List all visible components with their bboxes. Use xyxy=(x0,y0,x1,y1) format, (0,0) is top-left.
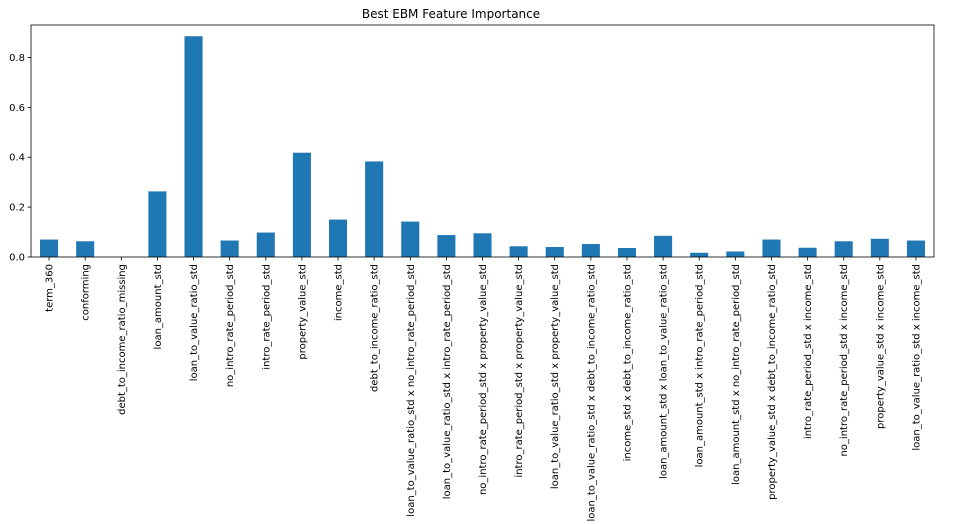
bar-19 xyxy=(726,251,745,257)
bar-12 xyxy=(473,233,492,257)
bars-group xyxy=(40,36,925,258)
bar-1 xyxy=(76,241,95,257)
x-tick-label-12: no_intro_rate_period_std x property_valu… xyxy=(478,264,489,495)
x-tick-label-8: income_std xyxy=(334,264,345,321)
x-tick-label-23: property_value_std x income_std xyxy=(875,264,886,429)
y-tick-label-2: 0.4 xyxy=(9,153,25,164)
bar-21 xyxy=(798,247,817,257)
bar-6 xyxy=(256,232,275,257)
x-tick-label-13: intro_rate_period_std x property_value_s… xyxy=(514,264,525,478)
bar-4 xyxy=(184,36,203,258)
bar-5 xyxy=(220,240,239,257)
bar-8 xyxy=(328,219,348,257)
chart-title: Best EBM Feature Importance xyxy=(362,7,540,21)
x-tick-label-21: intro_rate_period_std x income_std xyxy=(803,264,814,439)
y-tick-label-3: 0.6 xyxy=(9,103,25,114)
x-tick-label-10: loan_to_value_ratio_std x no_intro_rate_… xyxy=(406,264,417,517)
bar-7 xyxy=(292,152,311,257)
x-tick-label-16: income_std x debt_to_income_ratio_std xyxy=(622,264,633,461)
x-tick-label-1: conforming xyxy=(81,264,92,321)
bar-9 xyxy=(365,161,384,257)
y-tick-label-1: 0.2 xyxy=(9,203,25,214)
x-tick-label-22: no_intro_rate_period_std x income_std xyxy=(839,264,850,457)
x-tick-label-3: loan_amount_std xyxy=(153,264,164,349)
x-tick-label-24: loan_to_value_ratio_std x income_std xyxy=(911,264,922,451)
bar-20 xyxy=(762,239,781,257)
x-tick-label-15: loan_to_value_ratio_std x debt_to_income… xyxy=(586,264,597,522)
x-tick-label-2: debt_to_income_ratio_missing xyxy=(117,264,128,415)
y-tick-label-4: 0.8 xyxy=(9,53,25,64)
bar-23 xyxy=(870,238,889,257)
x-tick-label-5: no_intro_rate_period_std xyxy=(225,264,236,387)
bar-24 xyxy=(906,240,925,257)
x-tick-label-11: loan_to_value_ratio_std x intro_rate_per… xyxy=(442,264,453,499)
bar-15 xyxy=(581,244,600,257)
x-tick-label-4: loan_to_value_ratio_std xyxy=(189,264,200,381)
bar-17 xyxy=(654,235,673,257)
x-tick-label-17: loan_amount_std x loan_to_value_ratio_st… xyxy=(659,264,670,479)
bar-18 xyxy=(690,252,709,257)
bar-13 xyxy=(509,246,528,257)
bar-16 xyxy=(617,248,637,257)
y-axis: 0.0 0.2 0.4 0.6 0.8 xyxy=(9,53,31,264)
x-tick-label-14: loan_to_value_ratio_std x property_value… xyxy=(550,264,561,489)
bar-11 xyxy=(437,235,456,257)
bar-22 xyxy=(834,241,853,257)
x-tick-label-6: intro_rate_period_std xyxy=(261,264,272,370)
bar-10 xyxy=(401,221,420,257)
bar-3 xyxy=(148,191,167,257)
x-tick-label-18: loan_amount_std x intro_rate_period_std xyxy=(695,264,706,467)
bar-0 xyxy=(40,239,59,257)
x-tick-label-9: debt_to_income_ratio_std xyxy=(370,264,381,392)
x-tick-label-20: property_value_std x debt_to_income_rati… xyxy=(767,264,778,500)
x-tick-label-7: property_value_std xyxy=(297,264,308,360)
y-tick-label-0: 0.0 xyxy=(9,253,25,264)
plot-frame xyxy=(30,24,935,258)
bar-14 xyxy=(545,247,564,257)
x-axis: term_360 conforming debt_to_income_ratio_m… xyxy=(45,257,922,522)
x-tick-label-19: loan_amount_std x no_intro_rate_period_s… xyxy=(731,264,742,485)
x-tick-label-0: term_360 xyxy=(45,264,56,312)
